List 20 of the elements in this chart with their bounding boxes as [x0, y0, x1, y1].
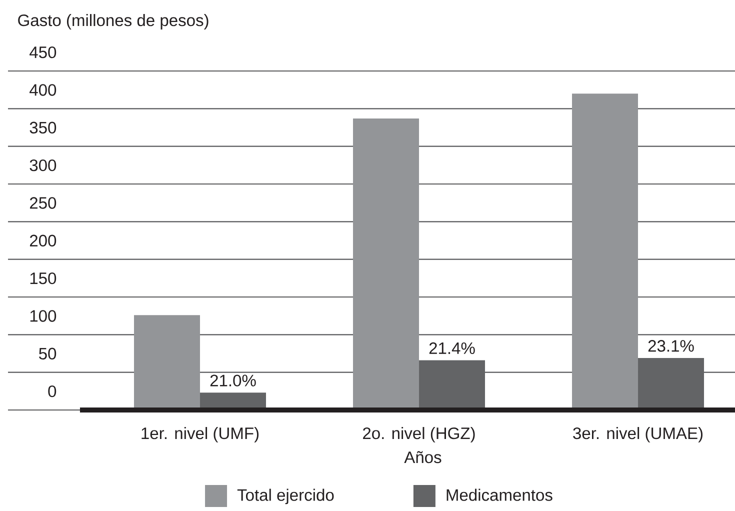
annotation: 23.1% — [648, 340, 694, 352]
annotation: 21.4% — [429, 342, 475, 354]
y-tick-label: 200 — [30, 234, 56, 247]
y-tick-label: 350 — [30, 122, 56, 134]
legend-label: Medicamentos — [446, 488, 552, 501]
x-axis-title: Años — [404, 451, 442, 464]
legend-label: Total ejercido — [237, 488, 334, 504]
y-axis-title: Gasto (millones de pesos) — [18, 14, 208, 30]
x-tick-label: 2o. nivel (HGZ) — [363, 427, 475, 442]
annotation: 21.0% — [210, 374, 256, 386]
y-tick-label: 250 — [30, 197, 56, 209]
y-tick-label: 50 — [39, 348, 56, 360]
y-tick-label: 150 — [30, 272, 56, 284]
y-tick-label: 300 — [30, 159, 56, 172]
y-tick-label: 400 — [30, 84, 56, 96]
y-tick-label: 450 — [30, 46, 56, 58]
y-tick-label: 100 — [30, 310, 56, 322]
y-tick-label: 0 — [48, 385, 56, 398]
x-tick-label: 1er. nivel (UMF) — [142, 427, 259, 442]
x-tick-label: 3er. nivel (UMAE) — [573, 427, 702, 442]
